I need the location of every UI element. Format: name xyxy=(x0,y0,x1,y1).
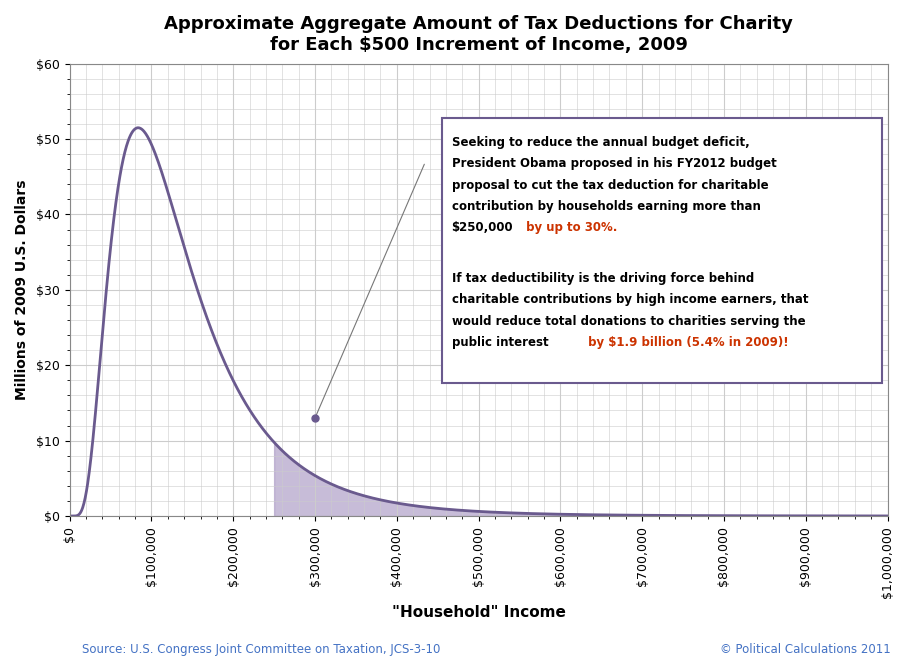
Text: $250,000: $250,000 xyxy=(452,221,514,234)
Text: © Political Calculations 2011: © Political Calculations 2011 xyxy=(720,643,891,656)
Text: by up to 30%.: by up to 30%. xyxy=(523,221,617,234)
Text: public interest: public interest xyxy=(452,336,548,349)
Title: Approximate Aggregate Amount of Tax Deductions for Charity
for Each $500 Increme: Approximate Aggregate Amount of Tax Dedu… xyxy=(165,15,793,54)
FancyBboxPatch shape xyxy=(442,118,882,383)
Text: Seeking to reduce the annual budget deficit,: Seeking to reduce the annual budget defi… xyxy=(452,136,749,149)
Text: If tax deductibility is the driving force behind: If tax deductibility is the driving forc… xyxy=(452,272,754,285)
Text: President Obama proposed in his FY2012 budget: President Obama proposed in his FY2012 b… xyxy=(452,157,776,171)
Text: would reduce total donations to charities serving the: would reduce total donations to charitie… xyxy=(452,315,805,328)
Text: Source: U.S. Congress Joint Committee on Taxation, JCS-3-10: Source: U.S. Congress Joint Committee on… xyxy=(82,643,440,656)
Text: contribution by households earning more than: contribution by households earning more … xyxy=(452,200,761,213)
Text: proposal to cut the tax deduction for charitable: proposal to cut the tax deduction for ch… xyxy=(452,178,768,192)
Y-axis label: Millions of 2009 U.S. Dollars: Millions of 2009 U.S. Dollars xyxy=(15,180,29,400)
X-axis label: "Household" Income: "Household" Income xyxy=(392,605,565,619)
Text: charitable contributions by high income earners, that: charitable contributions by high income … xyxy=(452,293,808,307)
Text: by $1.9 billion (5.4% in 2009)!: by $1.9 billion (5.4% in 2009)! xyxy=(584,336,789,349)
